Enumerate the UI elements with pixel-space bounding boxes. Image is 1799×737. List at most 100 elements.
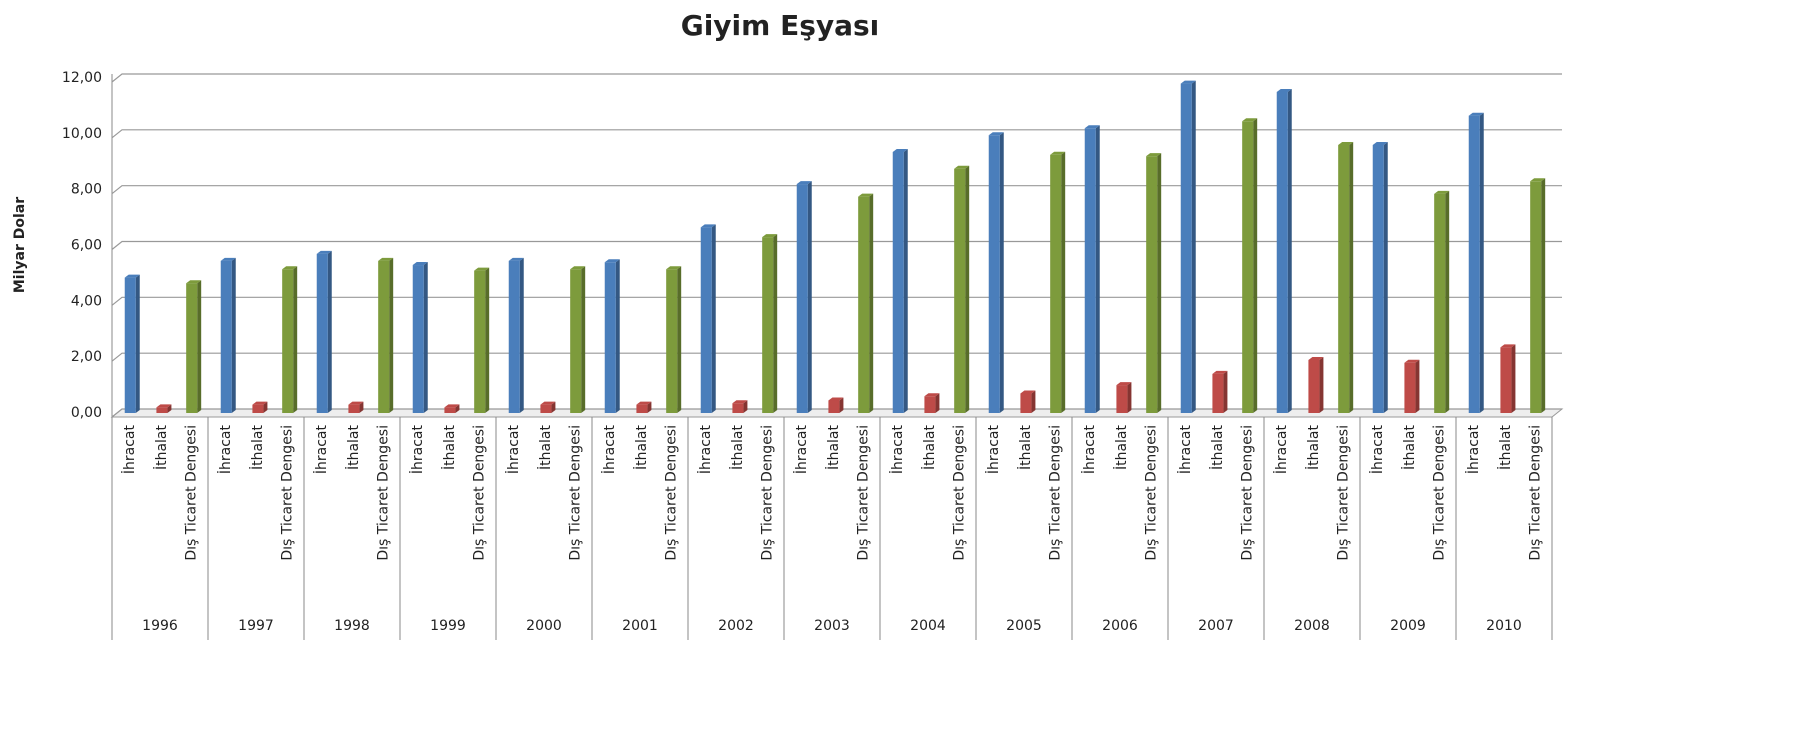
bar-face: [773, 234, 778, 413]
bar: [636, 401, 652, 413]
bar-face: [124, 277, 136, 413]
bar-face: [1116, 385, 1128, 413]
bar-face: [1287, 88, 1292, 413]
bar: [1338, 142, 1354, 413]
bar: [1020, 390, 1036, 413]
bar-face: [1434, 193, 1446, 413]
sub-category-label: İthalat: [920, 424, 938, 470]
sub-category-label: İthalat: [1208, 424, 1226, 470]
bar: [924, 393, 940, 413]
bar-face: [348, 401, 364, 405]
bar: [220, 257, 236, 413]
bar-face: [807, 181, 812, 413]
bar-face: [1415, 359, 1420, 413]
bar-face: [796, 184, 808, 413]
bar: [1500, 344, 1516, 413]
bar-face: [666, 269, 678, 413]
bar: [604, 259, 620, 413]
sub-category-label: İhracat: [408, 424, 426, 474]
bar-face: [965, 165, 970, 413]
bar-face: [1468, 112, 1484, 116]
bar-face: [348, 404, 360, 413]
bar-face: [828, 397, 844, 401]
bar-face: [1050, 151, 1066, 155]
x-tick-label: 2006: [1102, 618, 1138, 634]
sub-category-label: İhracat: [120, 424, 138, 474]
bar-face: [378, 260, 390, 413]
sub-category-label: İhracat: [696, 424, 714, 474]
bar: [828, 397, 844, 413]
bar: [1404, 359, 1420, 413]
bar-face: [1146, 153, 1162, 157]
bar: [732, 400, 748, 413]
bar-face: [869, 193, 874, 413]
bar-face: [988, 132, 1004, 136]
sub-category-label: İthalat: [728, 424, 746, 470]
bar-face: [743, 400, 748, 413]
x-tick-label: 1997: [238, 618, 274, 634]
bar-face: [1530, 178, 1546, 182]
bar-face: [858, 193, 874, 197]
bar-face: [666, 266, 682, 270]
sub-category-label: İthalat: [1400, 424, 1418, 470]
bar-face: [1372, 145, 1384, 413]
x-tick-label: 1999: [430, 618, 466, 634]
bar-face: [954, 168, 966, 413]
bar-face: [1530, 181, 1542, 413]
x-tick-label: 2004: [910, 618, 946, 634]
bar-face: [828, 400, 840, 413]
bar-face: [423, 262, 428, 413]
sub-category-label: İhracat: [984, 424, 1002, 474]
bar: [988, 132, 1004, 413]
bar-face: [551, 401, 556, 413]
bar: [474, 267, 490, 413]
grid-line: [111, 240, 1562, 250]
bar-face: [711, 224, 716, 413]
bar: [282, 266, 298, 413]
bar-face: [220, 257, 236, 261]
bar-face: [615, 259, 620, 413]
x-tick-label: 2003: [814, 618, 850, 634]
bar: [700, 224, 716, 413]
bar: [1434, 190, 1450, 413]
sub-category-label: Dış Ticaret Dengesi: [856, 425, 872, 561]
bar: [124, 274, 140, 413]
bar-face: [1084, 128, 1096, 413]
bar-face: [839, 397, 844, 413]
bar-face: [732, 400, 748, 404]
grid-line: [111, 296, 1562, 306]
bar-face: [935, 393, 940, 413]
sub-category-label: Dış Ticaret Dengesi: [184, 425, 200, 561]
bar: [796, 181, 812, 413]
bar: [954, 165, 970, 413]
bar: [1242, 118, 1258, 413]
sub-category-label: İhracat: [312, 424, 330, 474]
x-tick-label: 2009: [1390, 618, 1426, 634]
bar-face: [700, 227, 712, 413]
sub-category-label: Dış Ticaret Dengesi: [280, 425, 296, 561]
sub-category-label: İhracat: [1464, 424, 1482, 474]
bar-face: [124, 274, 140, 278]
bar-face: [389, 257, 394, 413]
bar-face: [474, 267, 490, 271]
bar-face: [252, 404, 264, 413]
bar: [508, 257, 524, 413]
bar-face: [1500, 347, 1512, 413]
bar-face: [167, 404, 172, 413]
bar-face: [1212, 373, 1224, 413]
y-tick-label: 6,00: [71, 238, 102, 254]
sub-category-label: İthalat: [632, 424, 650, 470]
bar: [348, 401, 364, 413]
sub-category-label: Dış Ticaret Dengesi: [1336, 425, 1352, 561]
bar-face: [1434, 190, 1450, 194]
bar-face: [1468, 115, 1480, 413]
bar-face: [677, 266, 682, 413]
bar-face: [282, 266, 298, 270]
y-tick-label: 2,00: [71, 349, 102, 365]
bar-face: [570, 266, 586, 270]
bar: [762, 234, 778, 413]
bar-face: [1223, 370, 1228, 413]
bar-face: [1404, 359, 1420, 363]
bar: [1050, 151, 1066, 414]
